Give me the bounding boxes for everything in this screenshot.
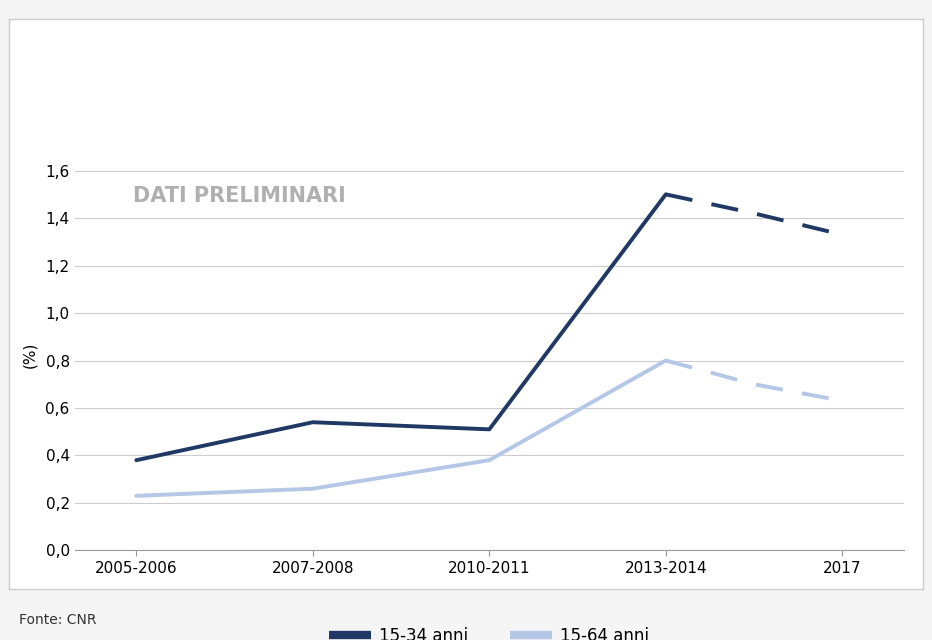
Legend: 15-34 anni, 15-64 anni: 15-34 anni, 15-64 anni: [322, 620, 656, 640]
Text: Fonte: CNR: Fonte: CNR: [19, 613, 96, 627]
Text: Fig. 1.1.4 –Trend di consumo negli ultimi 12 mesi di oppiacei: Fig. 1.1.4 –Trend di consumo negli ultim…: [32, 52, 696, 70]
Text: DATI PRELIMINARI: DATI PRELIMINARI: [132, 186, 346, 206]
Y-axis label: (%): (%): [22, 341, 37, 368]
Text: della popolazione generale e nei giovani adulti. Anno 2017.: della popolazione generale e nei giovani…: [32, 115, 687, 133]
